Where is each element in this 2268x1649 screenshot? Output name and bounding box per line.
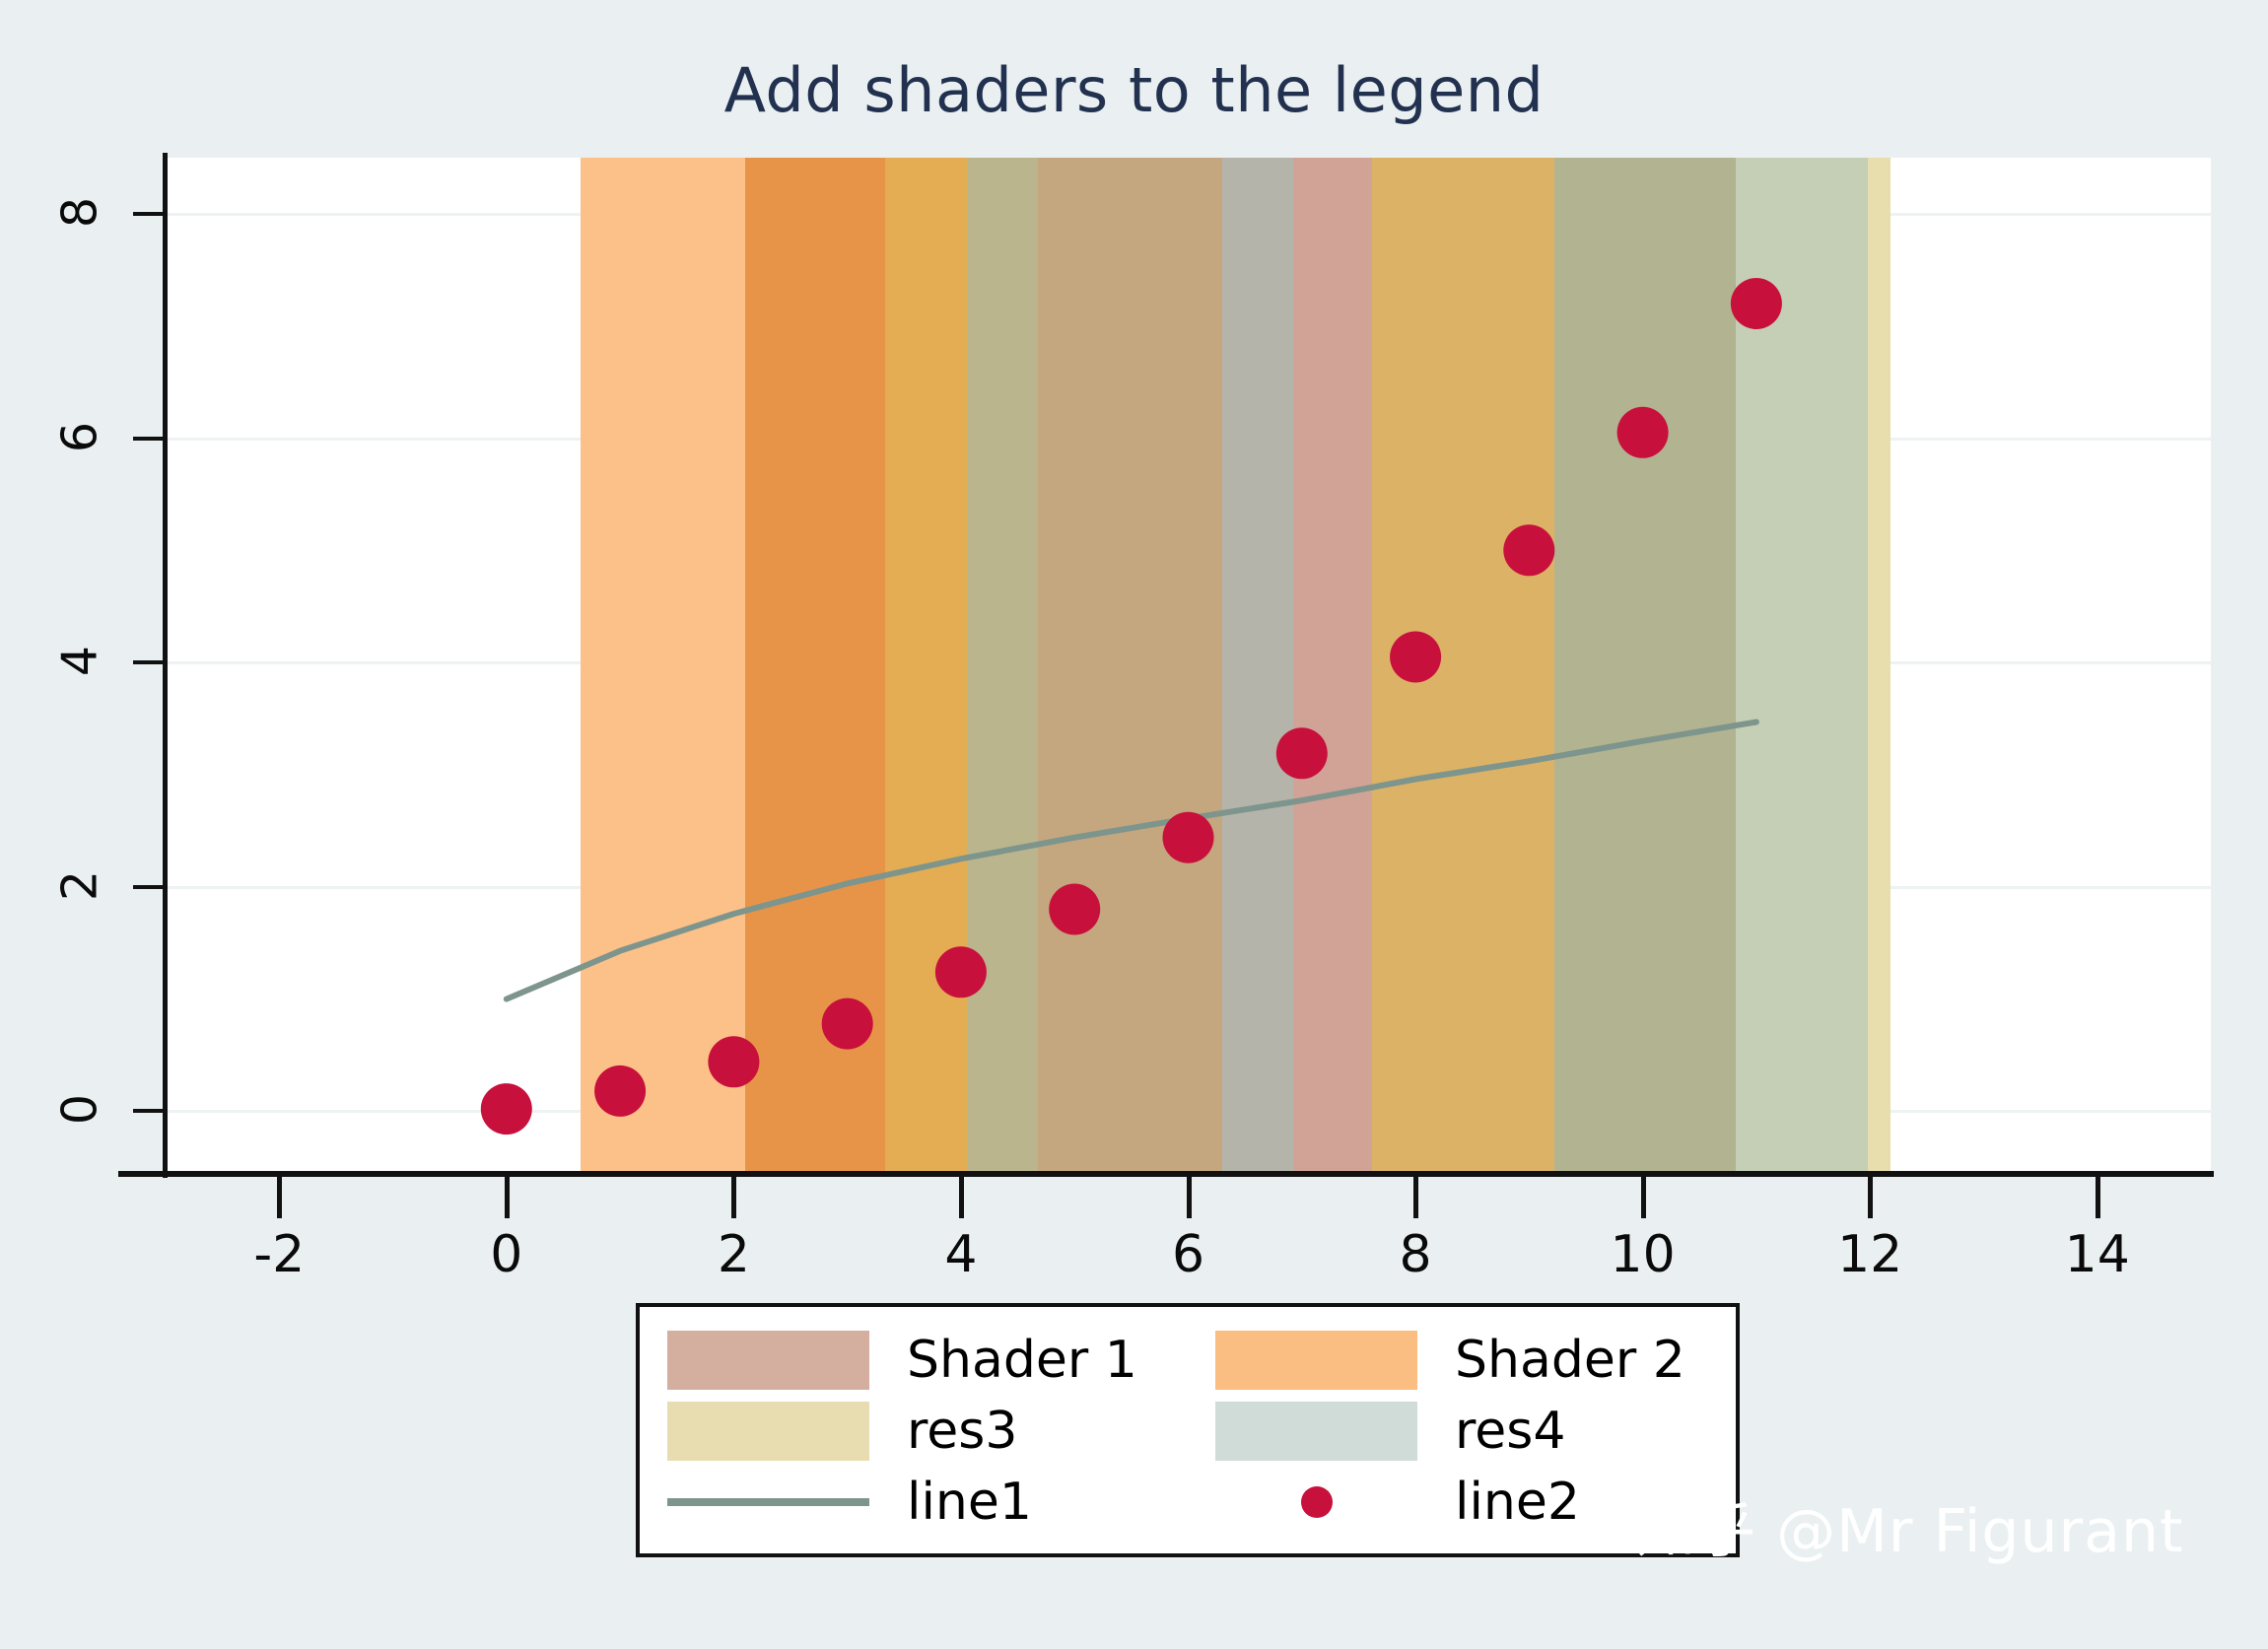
legend-label: res3: [907, 1402, 1018, 1461]
legend-patch-swatch: [667, 1331, 869, 1390]
x-tick-mark: [1640, 1177, 1646, 1218]
legend-line-glyph: [667, 1498, 869, 1506]
y-tick-mark: [133, 1109, 164, 1114]
shader-band: [580, 158, 745, 1173]
x-tick-mark: [1868, 1177, 1874, 1218]
x-tick-label: 2: [717, 1225, 750, 1284]
x-tick-mark: [277, 1177, 283, 1218]
x-tick-label: 4: [944, 1225, 978, 1284]
legend-marker-glyph: [1300, 1486, 1333, 1518]
legend-row: res3 res4: [640, 1396, 1736, 1467]
y-tick-mark: [133, 211, 164, 216]
legend-item[interactable]: line1: [640, 1473, 1188, 1532]
line1-series: [503, 719, 1759, 1002]
x-tick-mark: [731, 1177, 737, 1218]
x-tick-label: -2: [253, 1225, 306, 1284]
x-tick-mark: [2095, 1177, 2100, 1218]
legend-item[interactable]: Shader 2: [1188, 1331, 1736, 1390]
legend-label: line2: [1455, 1473, 1580, 1532]
data-point: [1730, 278, 1782, 329]
legend-row: line1 line2: [640, 1467, 1736, 1538]
legend-item[interactable]: Shader 1: [640, 1331, 1188, 1390]
series-layer: [480, 278, 1782, 1135]
legend-patch-swatch: [1215, 1331, 1417, 1390]
page-title: Add shaders to the legend: [723, 54, 1545, 126]
x-tick-mark: [958, 1177, 964, 1218]
data-point: [1616, 406, 1669, 458]
line2-series: [480, 278, 1782, 1135]
data-point: [1162, 811, 1214, 863]
x-tick-mark: [504, 1177, 510, 1218]
data-point: [1049, 883, 1101, 935]
x-tick-label: 6: [1171, 1225, 1205, 1284]
shader-band: [884, 158, 967, 1173]
shader-band: [1867, 158, 1890, 1173]
y-tick-mark: [133, 660, 164, 665]
data-point: [594, 1065, 647, 1117]
legend-row: Shader 1 Shader 2: [640, 1325, 1736, 1396]
legend-marker-swatch: [1215, 1473, 1417, 1532]
legend-patch-swatch: [667, 1402, 869, 1461]
legend-item[interactable]: line2: [1188, 1473, 1736, 1532]
x-tick-label: 0: [490, 1225, 523, 1284]
y-tick-label: 6: [51, 421, 108, 452]
data-point: [934, 946, 987, 998]
x-tick-label: 8: [1399, 1225, 1432, 1284]
y-tick-mark: [133, 884, 164, 889]
y-tick-label: 0: [51, 1094, 108, 1126]
y-axis-line: [163, 153, 168, 1178]
shader-band: [1553, 158, 1737, 1173]
legend-line-swatch: [667, 1473, 869, 1532]
y-tick-label: 8: [51, 196, 108, 228]
x-axis-line: [118, 1171, 2214, 1177]
shader-band: [966, 158, 1039, 1173]
x-tick-label: 14: [2064, 1225, 2130, 1284]
legend-item[interactable]: res4: [1188, 1402, 1736, 1461]
data-point: [1390, 631, 1442, 683]
legend-patch-swatch: [1215, 1402, 1417, 1461]
x-tick-label: 10: [1610, 1225, 1676, 1284]
data-point: [821, 997, 873, 1050]
x-tick-label: 12: [1837, 1225, 1903, 1284]
plot-area: [166, 158, 2211, 1173]
x-tick-mark: [1413, 1177, 1419, 1218]
y-tick-label: 2: [51, 869, 108, 901]
x-tick-mark: [1186, 1177, 1192, 1218]
shader-band: [1038, 158, 1223, 1173]
legend-label: line1: [907, 1473, 1032, 1532]
data-point: [708, 1036, 760, 1088]
data-point: [480, 1083, 532, 1135]
legend-label: Shader 2: [1455, 1331, 1685, 1390]
legend-label: Shader 1: [907, 1331, 1137, 1390]
watermark: 知乎 @Mr Figurant: [1636, 1497, 2184, 1566]
y-tick-label: 4: [51, 646, 108, 677]
shader-band: [1292, 158, 1373, 1173]
data-point: [1503, 524, 1555, 577]
legend-item[interactable]: res3: [640, 1402, 1188, 1461]
y-tick-mark: [133, 436, 164, 441]
legend-label: res4: [1455, 1402, 1566, 1461]
shader-band: [1222, 158, 1293, 1173]
legend: Shader 1 Shader 2 res3 res4 line1 line2: [636, 1303, 1740, 1557]
data-point: [1275, 727, 1328, 780]
